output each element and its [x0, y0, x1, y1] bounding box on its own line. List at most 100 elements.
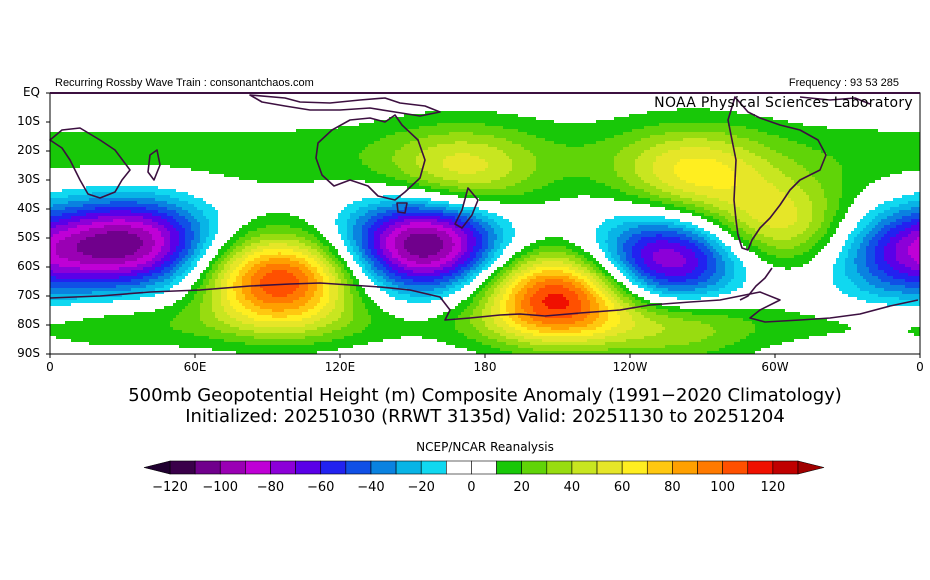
field-cell	[92, 261, 95, 264]
field-cell	[86, 117, 89, 120]
field-cell	[68, 198, 71, 201]
field-cell	[62, 210, 65, 213]
field-cell	[86, 153, 89, 156]
field-cell	[80, 204, 83, 207]
field-cell	[98, 207, 101, 210]
field-cell	[56, 336, 59, 339]
field-cell	[62, 222, 65, 225]
field-cell	[59, 228, 62, 231]
field-cell	[71, 300, 74, 303]
field-cell	[98, 165, 101, 168]
field-cell	[86, 177, 89, 180]
field-cell	[89, 126, 92, 129]
field-cell	[59, 291, 62, 294]
field-cell	[80, 105, 83, 108]
field-cell	[74, 321, 77, 324]
field-cell	[89, 318, 92, 321]
field-cell	[92, 267, 95, 270]
field-cell	[59, 288, 62, 291]
field-cell	[92, 141, 95, 144]
field-cell	[71, 147, 74, 150]
field-cell	[56, 321, 59, 324]
field-cell	[83, 114, 86, 117]
field-cell	[95, 189, 98, 192]
field-cell	[77, 195, 80, 198]
field-cell	[59, 168, 62, 171]
field-cell	[56, 273, 59, 276]
field-cell	[65, 333, 68, 336]
field-cell	[80, 147, 83, 150]
field-cell	[86, 150, 89, 153]
field-cell	[71, 102, 74, 105]
field-cell	[101, 198, 104, 201]
field-cell	[68, 105, 71, 108]
field-cell	[83, 228, 86, 231]
field-cell	[83, 219, 86, 222]
field-cell	[86, 255, 89, 258]
field-cell	[101, 159, 104, 162]
field-cell	[65, 192, 68, 195]
field-cell	[65, 135, 68, 138]
field-cell	[89, 174, 92, 177]
field-cell	[83, 282, 86, 285]
field-cell	[92, 228, 95, 231]
field-cell	[56, 309, 59, 312]
field-cell	[80, 198, 83, 201]
field-cell	[56, 252, 59, 255]
field-cell	[71, 258, 74, 261]
field-cell	[92, 174, 95, 177]
field-cell	[101, 168, 104, 171]
field-cell	[77, 330, 80, 333]
field-cell	[98, 183, 101, 186]
field-cell	[53, 117, 56, 120]
field-cell	[80, 135, 83, 138]
field-cell	[65, 216, 68, 219]
field-cell	[92, 225, 95, 228]
field-cell	[77, 276, 80, 279]
field-cell	[74, 342, 77, 345]
field-cell	[77, 99, 80, 102]
field-cell	[98, 222, 101, 225]
field-cell	[77, 249, 80, 252]
field-cell	[71, 204, 74, 207]
field-cell	[83, 339, 86, 342]
field-cell	[98, 132, 101, 135]
field-cell	[92, 327, 95, 330]
field-cell	[68, 348, 71, 351]
field-cell	[59, 234, 62, 237]
field-cell	[95, 288, 98, 291]
field-cell	[65, 180, 68, 183]
field-cell	[53, 240, 56, 243]
field-cell	[83, 177, 86, 180]
field-cell	[83, 285, 86, 288]
field-cell	[53, 273, 56, 276]
field-cell	[56, 96, 59, 99]
field-cell	[95, 267, 98, 270]
field-cell	[53, 177, 56, 180]
field-cell	[77, 303, 80, 306]
field-cell	[53, 96, 56, 99]
field-cell	[65, 276, 68, 279]
field-cell	[74, 222, 77, 225]
field-cell	[59, 150, 62, 153]
field-cell	[92, 303, 95, 306]
field-cell	[80, 102, 83, 105]
field-cell	[53, 270, 56, 273]
field-cell	[80, 153, 83, 156]
field-cell	[89, 234, 92, 237]
field-cell	[77, 270, 80, 273]
field-cell	[83, 342, 86, 345]
field-cell	[56, 129, 59, 132]
field-cell	[74, 291, 77, 294]
field-cell	[98, 234, 101, 237]
field-cell	[80, 327, 83, 330]
field-cell	[68, 186, 71, 189]
field-cell	[68, 300, 71, 303]
field-cell	[74, 102, 77, 105]
field-cell	[71, 150, 74, 153]
field-cell	[86, 327, 89, 330]
field-cell	[89, 111, 92, 114]
field-cell	[98, 108, 101, 111]
field-cell	[68, 237, 71, 240]
field-cell	[98, 318, 101, 321]
